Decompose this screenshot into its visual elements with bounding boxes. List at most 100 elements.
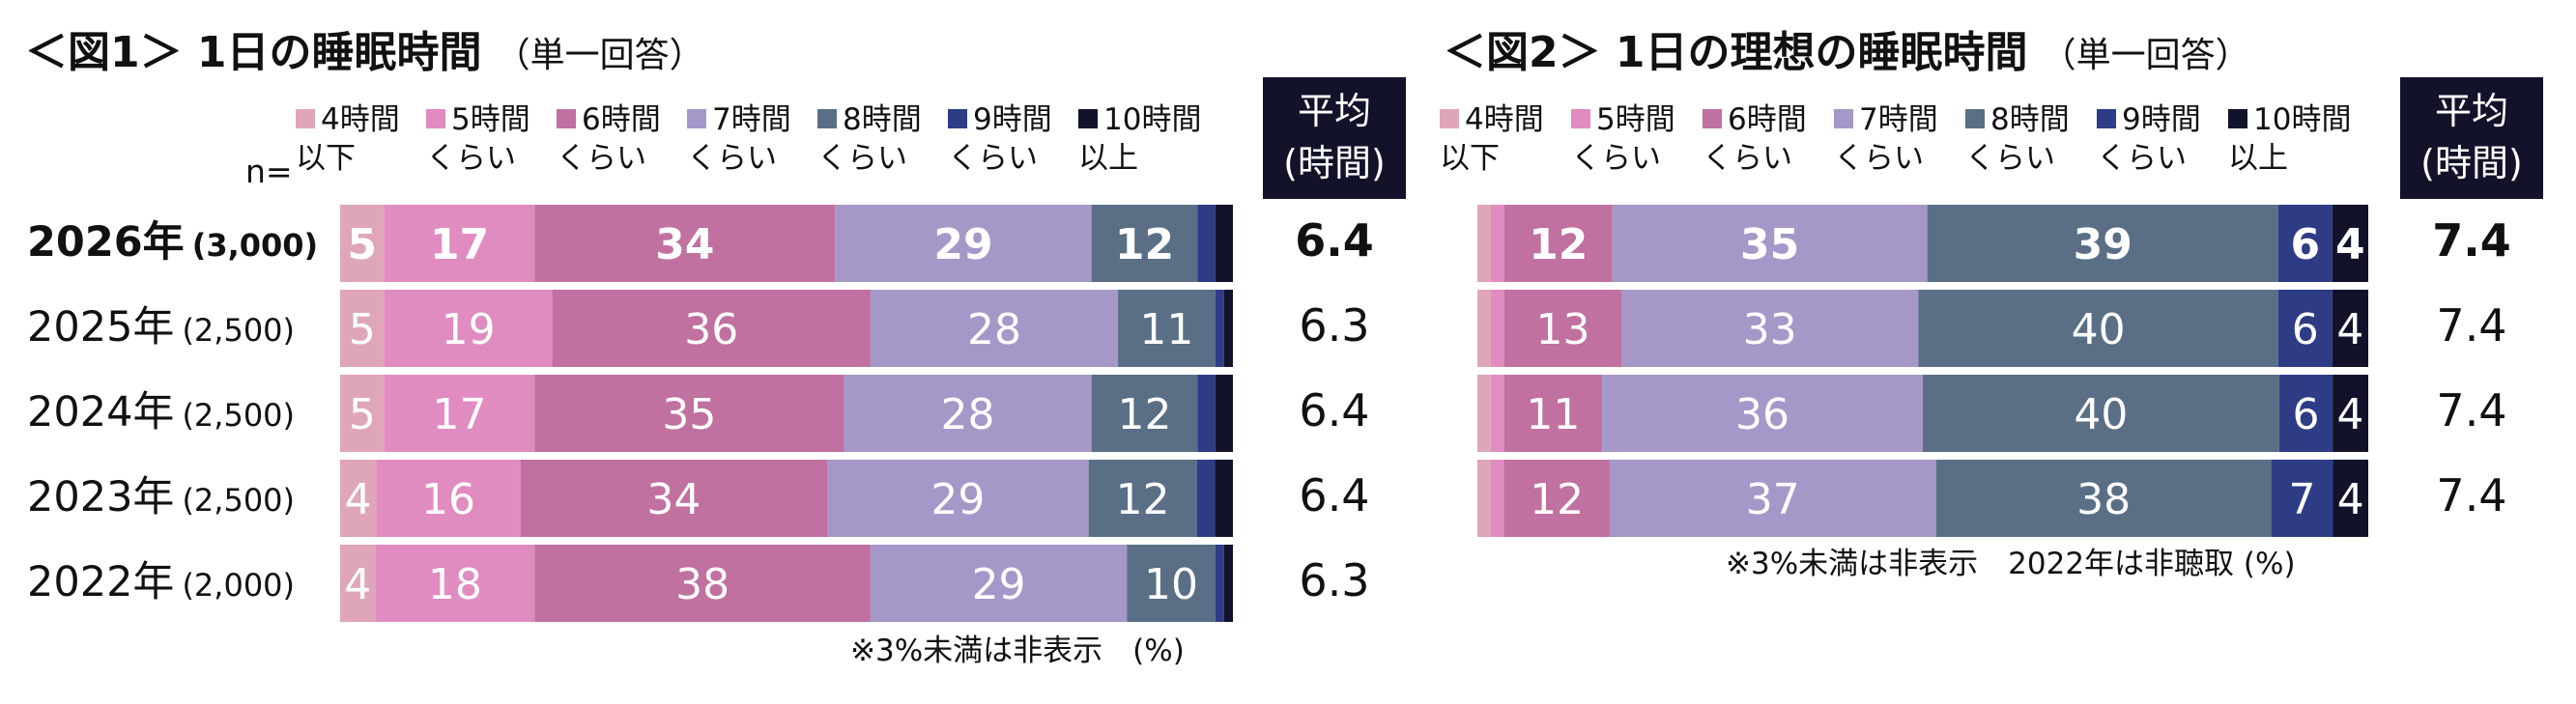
legend-label: 10時間: [1103, 102, 1202, 137]
legend-label: 8時間: [1990, 102, 2070, 137]
average-value: 7.4: [2436, 384, 2507, 436]
legend-item: 5時間 くらい: [426, 100, 530, 178]
legend-swatch: [1834, 109, 1853, 128]
bar-segment: [1127, 545, 1216, 622]
bar-segment: [1215, 205, 1233, 282]
bar-value-label: 10: [1144, 560, 1198, 609]
bar-segment: [1215, 290, 1224, 367]
bar-value-label: 17: [430, 220, 489, 269]
row-label: 2026年 (3,000): [27, 209, 318, 268]
legend-label-line2: くらい: [1965, 141, 2055, 176]
bar-segment: [1477, 375, 1491, 452]
legend-item: 9時間くらい: [2097, 100, 2201, 178]
chart-note-1: ※3%未満は非表示 (%): [850, 634, 1185, 668]
chart-title-2: ＜図2＞ 1日の理想の睡眠時間 （単一回答）: [1444, 28, 2250, 77]
chart-subtitle-1: （単一回答）: [495, 36, 704, 75]
legend-2: 4時間 以下 5時間 くらい 6時間 くらい 7時間 くらい 8時間 くらい 9時間 くらい 10時間以…: [1440, 100, 2406, 187]
legend-label: 5時間: [451, 102, 530, 137]
bar-segment: [1503, 290, 1622, 367]
average-value: 6.3: [1299, 554, 1370, 606]
bar-value-label: 35: [662, 390, 716, 439]
bar-value-label: 4: [2336, 305, 2363, 354]
bar-value-label: 13: [1535, 305, 1589, 354]
bar-segment: [1215, 545, 1224, 622]
legend-label: 4時間: [321, 102, 400, 137]
bar-segment: [1490, 460, 1504, 537]
bar-value-label: 39: [2074, 220, 2132, 269]
sample-size-label: (2,500): [182, 312, 296, 349]
legend-label: 9時間: [973, 102, 1052, 137]
bar-segment: [520, 460, 827, 537]
legend-label: 9時間: [2122, 102, 2201, 137]
bar-segment: [1612, 205, 1928, 282]
bar-segment: [1197, 375, 1216, 452]
average-header-2: 平均 (時間): [2400, 77, 2543, 199]
legend-item: 5時間 くらい: [1571, 100, 1675, 178]
bar-segment: [340, 205, 385, 282]
bar-value-label: 4: [2337, 475, 2364, 524]
bar-segment: [870, 290, 1119, 367]
average-value: 6.4: [1299, 469, 1370, 521]
bar-value-label: 12: [1116, 475, 1170, 524]
bar-segment: [1477, 290, 1491, 367]
bar-segment: [384, 290, 553, 367]
legend-item: 6時間 くらい: [557, 100, 661, 178]
bar-segment: [1215, 460, 1233, 537]
legend-label: 4時間: [1465, 102, 1544, 137]
legend-label-line2: 以下: [296, 141, 356, 176]
legend-item: 10時間 以上: [1078, 100, 1201, 178]
legend-label: 8時間: [843, 102, 922, 137]
legend-label-line2: くらい: [1571, 141, 1661, 176]
bar-segment: [2278, 375, 2333, 452]
bar-segment: [1196, 460, 1216, 537]
bar-value-label: 6: [2292, 305, 2319, 354]
bar-segment: [1490, 290, 1504, 367]
legend-label-line2: くらい: [817, 141, 907, 176]
bar-value-label: 28: [941, 390, 995, 439]
bar-segment: [1609, 460, 1936, 537]
category-label: 2024年: [27, 388, 175, 436]
legend-swatch: [817, 109, 837, 128]
legend-label: 6時間: [582, 102, 661, 137]
bar-value-label: 4: [344, 560, 371, 609]
legend-item: 9時間 くらい: [948, 100, 1052, 178]
bar-value-label: 36: [1735, 390, 1789, 439]
bar-value-label: 5: [348, 220, 378, 269]
legend-item: 8時間くらい: [817, 100, 922, 178]
legend-item: 7時間 くらい: [1834, 100, 1938, 178]
bar-segment: [1490, 205, 1504, 282]
bar-value-label: 29: [933, 220, 992, 269]
legend-label-line2: 以上: [2228, 141, 2288, 176]
category-label: 2026年: [27, 218, 185, 267]
legend-label: 6時間: [1728, 102, 1807, 137]
bar-value-label: 17: [433, 390, 487, 439]
bar-value-label: 4: [2335, 220, 2365, 269]
bar-segment: [1088, 460, 1197, 537]
sample-size-label: (2,500): [182, 482, 296, 519]
bar-value-label: 11: [1139, 305, 1193, 354]
bar-value-label: 29: [972, 560, 1026, 609]
bar-value-label: 4: [345, 475, 372, 524]
legend-swatch: [2097, 109, 2116, 128]
legend-swatch: [1078, 109, 1098, 128]
bar-value-label: 12: [1530, 475, 1584, 524]
bar-segment: [1477, 205, 1491, 282]
chart-panel-2: ＜図2＞ 1日の理想の睡眠時間 （単一回答） 4時間 以下 5時間 くらい 6時間 くらい 7…: [1401, 0, 2576, 704]
bar-value-label: 34: [646, 475, 701, 524]
legend-item: 10時間 以上: [2228, 100, 2351, 178]
average-value: 6.4: [1299, 384, 1370, 436]
category-label: 2023年: [27, 473, 175, 521]
average-value: 7.4: [2432, 214, 2511, 267]
legend-swatch: [687, 109, 706, 128]
bar-value-label: 40: [2072, 305, 2126, 354]
bar-value-label: 16: [421, 475, 475, 524]
legend-label-line2: くらい: [2097, 141, 2187, 176]
bar-segment: [1490, 375, 1504, 452]
bar-segment: [340, 290, 385, 367]
bar-segment: [340, 460, 377, 537]
chart-title-1: ＜図1＞ 1日の睡眠時間 （単一回答）: [25, 28, 704, 77]
bar-segment: [1215, 375, 1233, 452]
average-value: 6.3: [1299, 299, 1370, 352]
bar-value-label: 36: [684, 305, 738, 354]
legend-label: 7時間: [712, 102, 791, 137]
